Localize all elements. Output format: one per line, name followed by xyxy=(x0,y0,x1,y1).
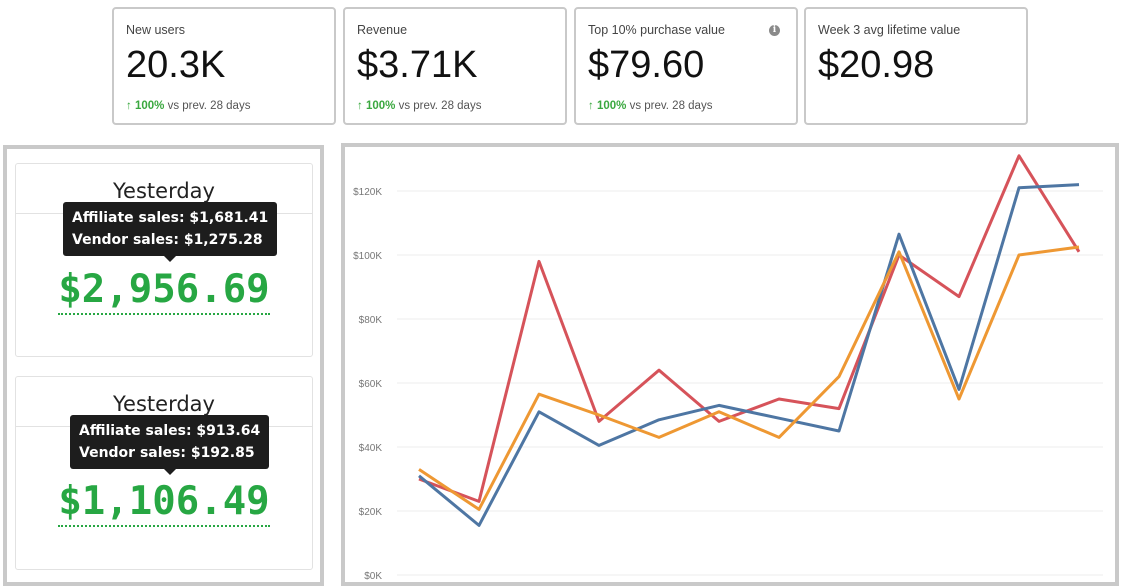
series-line-3[interactable] xyxy=(418,245,1080,511)
tooltip-affiliate: Affiliate sales: $913.64 xyxy=(79,423,261,439)
kpi-card-new-users: New users 20.3K ↑ 100% vs prev. 28 days xyxy=(112,7,336,125)
series-line-1[interactable] xyxy=(418,154,1081,503)
kpi-delta-pct: 100% xyxy=(365,100,396,112)
sales-panel: Yesterday $2,956.69 Affiliate sales: $1,… xyxy=(3,145,324,586)
up-arrow-icon: ↑ xyxy=(588,100,594,112)
kpi-delta-text: vs prev. 28 days xyxy=(164,100,251,112)
up-arrow-icon: ↑ xyxy=(357,100,363,112)
kpi-title: Week 3 avg lifetime value xyxy=(818,23,961,37)
y-tick-label: $100K xyxy=(353,251,382,262)
kpi-value: $3.71K xyxy=(357,44,478,86)
kpi-title: New users xyxy=(126,23,186,37)
up-arrow-icon: ↑ xyxy=(126,100,132,112)
series-line-2[interactable] xyxy=(418,183,1080,527)
y-tick-label: $40K xyxy=(359,443,383,454)
sales-card: Yesterday $2,956.69 xyxy=(15,163,313,357)
kpi-delta: ↑ 100% vs prev. 28 days xyxy=(588,100,784,112)
y-tick-label: $80K xyxy=(359,315,383,326)
tooltip-vendor: Vendor sales: $192.85 xyxy=(79,445,255,461)
info-icon[interactable]: i xyxy=(769,25,780,36)
kpi-card-revenue: Revenue $3.71K ↑ 100% vs prev. 28 days xyxy=(343,7,567,125)
y-tick-label: $20K xyxy=(359,507,383,518)
kpi-card-lifetime-value: Week 3 avg lifetime value $20.98 xyxy=(804,7,1028,125)
y-tick-label: $0K xyxy=(364,571,382,582)
kpi-value: $79.60 xyxy=(588,44,705,86)
kpi-value: 20.3K xyxy=(126,44,226,86)
sales-total[interactable]: $2,956.69 xyxy=(16,267,312,315)
kpi-delta-pct: 100% xyxy=(134,100,165,112)
kpi-delta-text: vs prev. 28 days xyxy=(626,100,713,112)
sales-total[interactable]: $1,106.49 xyxy=(16,479,312,527)
tooltip-affiliate: Affiliate sales: $1,681.41 xyxy=(72,210,269,226)
kpi-title: Revenue xyxy=(357,23,408,37)
kpi-delta: ↑ 100% vs prev. 28 days xyxy=(126,100,322,112)
sales-tooltip: Affiliate sales: $913.64 Vendor sales: $… xyxy=(70,415,270,475)
kpi-delta-text: vs prev. 28 days xyxy=(395,100,482,112)
kpi-title: Top 10% purchase value xyxy=(588,23,725,37)
y-tick-label: $60K xyxy=(359,379,383,390)
kpi-value: $20.98 xyxy=(818,44,935,86)
sales-total-value[interactable]: $1,106.49 xyxy=(58,479,270,527)
y-tick-label: $120K xyxy=(353,187,382,198)
kpi-card-top-purchase: Top 10% purchase value i $79.60 ↑ 100% v… xyxy=(574,7,798,125)
line-chart-svg: $0K $20K $40K $60K $80K $100K $120K xyxy=(353,154,1103,582)
kpi-delta-pct: 100% xyxy=(596,100,627,112)
line-chart: $0K $20K $40K $60K $80K $100K $120K xyxy=(341,143,1119,586)
tooltip-vendor: Vendor sales: $1,275.28 xyxy=(72,232,263,248)
sales-tooltip: Affiliate sales: $1,681.41 Vendor sales:… xyxy=(63,202,278,262)
kpi-delta: ↑ 100% vs prev. 28 days xyxy=(357,100,553,112)
sales-total-value[interactable]: $2,956.69 xyxy=(58,267,270,315)
